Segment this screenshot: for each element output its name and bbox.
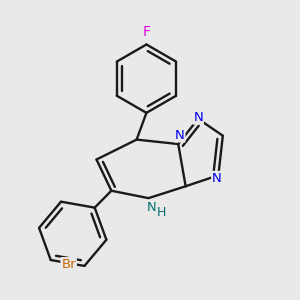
Text: F: F [142,25,150,39]
Text: N: N [212,172,222,185]
Text: N: N [193,111,203,124]
Text: N: N [175,129,184,142]
Text: H: H [156,206,166,219]
Text: Br: Br [61,258,76,271]
Text: N: N [147,201,157,214]
